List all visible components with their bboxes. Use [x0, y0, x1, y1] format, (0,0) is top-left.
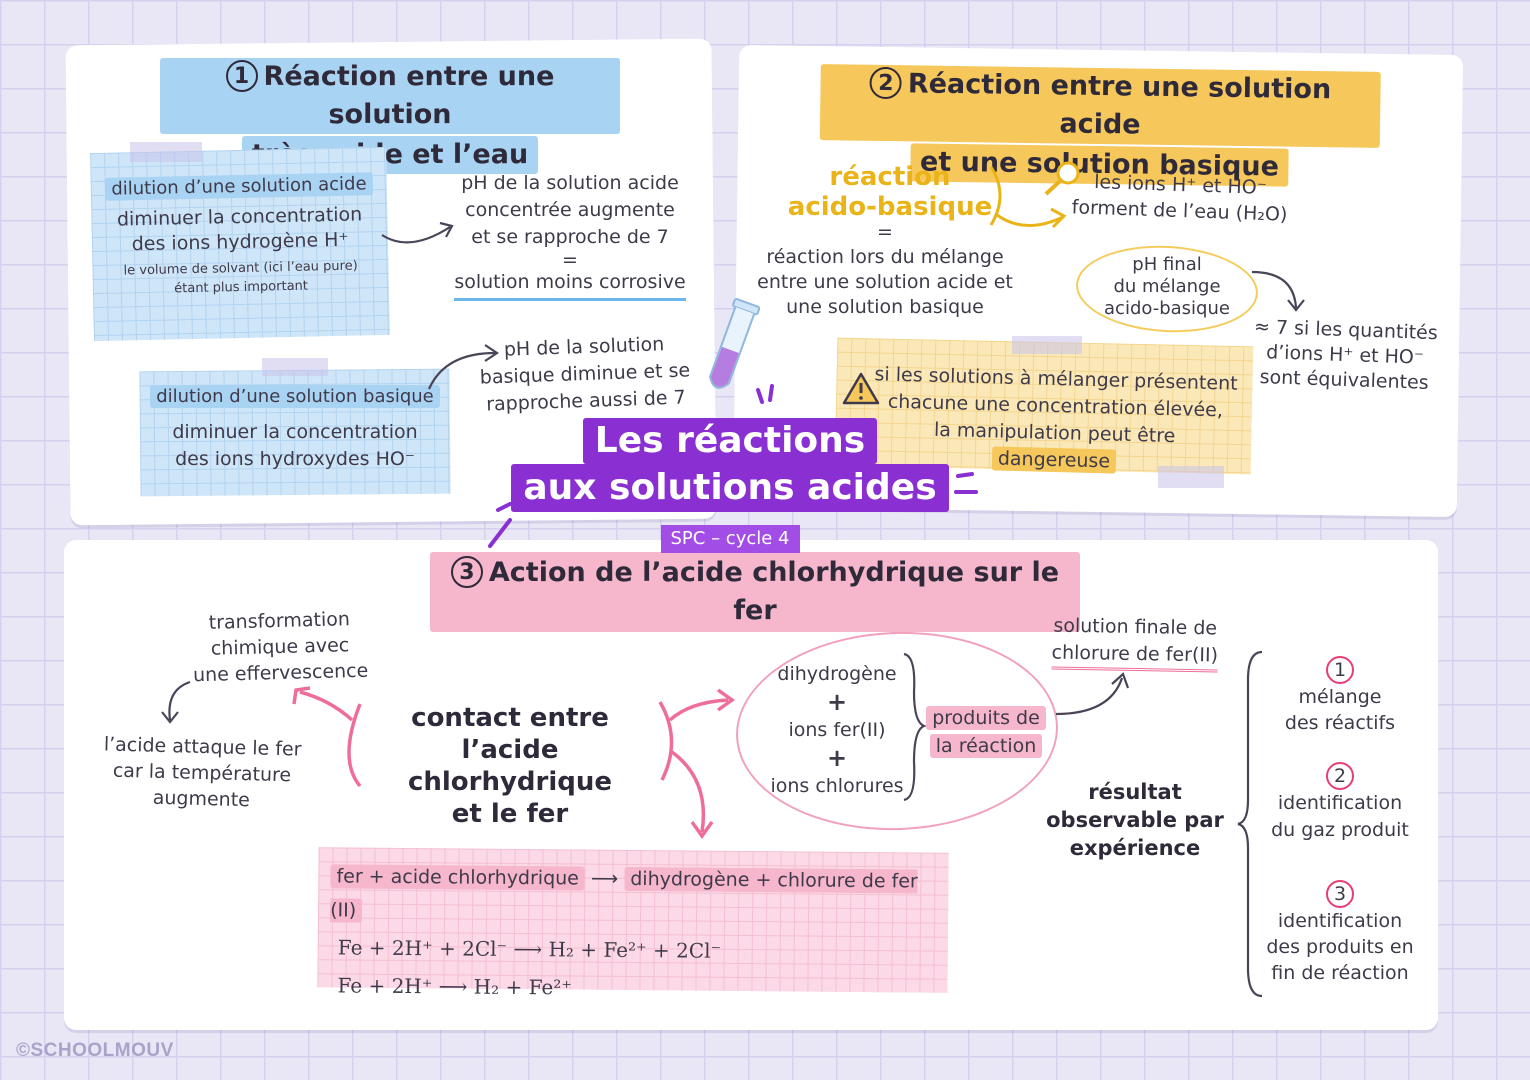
- product-item: dihydrogène: [752, 660, 922, 688]
- tape: [1012, 336, 1082, 354]
- section-3-number: 3: [451, 556, 483, 588]
- step-1: 1 mélange des réactifs: [1260, 656, 1420, 736]
- final-ph-text: pH final du mélange acido-basique: [1082, 254, 1252, 320]
- tape: [262, 358, 328, 376]
- acid-attack-text: l’acide attaque le fer car la températur…: [91, 731, 313, 815]
- products-label: produits de la réaction: [926, 704, 1046, 760]
- arrow-effervescence-attack: [160, 678, 200, 728]
- base-dilution-content: dilution d’une solution basique diminuer…: [140, 386, 450, 473]
- product-item: +: [752, 744, 922, 772]
- main-title: Les réactions aux solutions acides SPC –…: [510, 418, 950, 553]
- equation-words-left: fer + acide chlorhydrique: [330, 864, 585, 890]
- product-item: ions chlorures: [752, 772, 922, 800]
- products-brace: [902, 652, 926, 802]
- final-solution-name: chlorure de fer(II): [1051, 640, 1218, 673]
- main-title-line1: Les réactions: [583, 418, 877, 464]
- step-number: 3: [1326, 880, 1354, 908]
- ions-water-text: les ions H⁺ et HO⁻ forment de l’eau (H₂O…: [1059, 168, 1301, 228]
- main-title-line2: aux solutions acides: [511, 464, 948, 512]
- equation-content: fer + acide chlorhydrique ⟶ dihydrogène …: [329, 859, 940, 1008]
- ph-result-text: ≈ 7 si les quantités d’ions H⁺ et HO⁻ so…: [1249, 315, 1442, 397]
- section-1-number: 1: [226, 60, 258, 92]
- tape: [130, 142, 202, 162]
- center-brackets-arrows: [280, 680, 750, 850]
- danger-word: dangereuse: [992, 446, 1117, 473]
- equation-ionic-simplified: Fe + 2H⁺ ⟶ H₂ + Fe²⁺: [337, 967, 939, 1008]
- acid-dilution-content: dilution d’une solution acide diminuer l…: [94, 173, 386, 300]
- base-dilution-label: dilution d’une solution basique: [150, 385, 440, 408]
- acid-result-conclusion: solution moins corrosive: [454, 269, 685, 301]
- product-item: ions fer(II): [752, 716, 922, 744]
- step-3: 3 identification des produits en fin de …: [1260, 880, 1420, 986]
- arrow-ph-result: [1250, 266, 1310, 316]
- acid-dilution-label: dilution d’une solution acide: [105, 172, 373, 201]
- observable-result-text: résultat observable par expérience: [1030, 778, 1240, 862]
- schoolmouv-logo: ©SCHOOLMOUV: [16, 1040, 174, 1062]
- step-number: 1: [1326, 656, 1354, 684]
- main-subtitle: SPC – cycle 4: [661, 525, 800, 553]
- section-2-number: 2: [870, 67, 902, 99]
- final-solution-text: solution finale de chlorure de fer(II): [1040, 612, 1231, 672]
- equation-ionic-full: Fe + 2H⁺ + 2Cl⁻ ⟶ H₂ + Fe²⁺ + 2Cl⁻: [338, 927, 940, 972]
- arrow-final-solution: [1052, 670, 1132, 720]
- acid-result-text: pH de la solution acide concentrée augme…: [440, 170, 700, 301]
- effervescence-text: transformation chimique avec une efferve…: [179, 605, 381, 688]
- section-3-title: 3Action de l’acide chlorhydrique sur le …: [430, 552, 1080, 632]
- acid-base-reaction-heading: réaction acido-basique: [770, 162, 1010, 222]
- acid-base-definition: = réaction lors du mélange entre une sol…: [750, 220, 1020, 320]
- step-number: 2: [1326, 762, 1354, 790]
- step-2: 2 identification du gaz produit: [1260, 762, 1420, 844]
- products-list: dihydrogène + ions fer(II) + ions chloru…: [752, 660, 922, 800]
- product-item: +: [752, 688, 922, 716]
